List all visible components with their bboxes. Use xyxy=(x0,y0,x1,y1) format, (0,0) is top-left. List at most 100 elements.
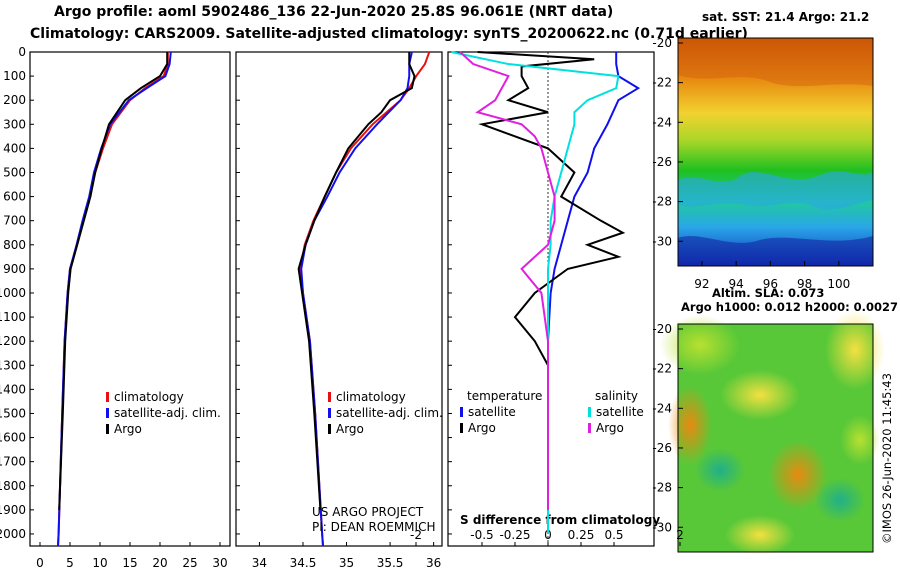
difference-x-tick-label: 0.5 xyxy=(604,528,623,542)
difference-x-tick-label: -0.5 xyxy=(470,528,493,542)
project-label: US ARGO PROJECT xyxy=(312,505,424,519)
salinity-legend-swatch xyxy=(328,392,331,402)
sst-map xyxy=(677,37,874,267)
difference-x-tick-label: 0 xyxy=(544,528,552,542)
sst-map-lon-label: 98 xyxy=(797,277,812,291)
difference-legend-swatch xyxy=(588,423,591,433)
temperature-x-tick-label: 20 xyxy=(152,556,167,570)
sst-map-lat-label: -28 xyxy=(652,195,672,209)
salinity-x-tick-label: 34 xyxy=(252,556,267,570)
difference-x-tick-label: 0.25 xyxy=(568,528,595,542)
y-tick-label: 700 xyxy=(3,214,26,228)
difference-legend-group-label: salinity xyxy=(595,389,638,403)
sst-map-lat-label: -24 xyxy=(652,115,672,129)
y-tick-label: 1500 xyxy=(0,406,26,420)
y-tick-label: 800 xyxy=(3,238,26,252)
sla-map-blob xyxy=(768,440,828,510)
y-tick-label: 600 xyxy=(3,190,26,204)
y-tick-label: 1100 xyxy=(0,310,26,324)
sla-map-frame xyxy=(677,323,874,553)
difference-legend-group-label: temperature xyxy=(467,389,542,403)
map-axes: -20 -22 -24 -26 -28 -30 -20 -22 -24 -26 -28 -30 92 94… xyxy=(652,36,850,534)
panel-frame-3 xyxy=(447,51,655,547)
sst-map-deep-band xyxy=(678,236,873,266)
sla-map xyxy=(660,310,885,555)
y-tick-label: 0 xyxy=(18,45,26,59)
sla-map-lat-label: -30 xyxy=(652,520,672,534)
difference-series-temperature-argo xyxy=(477,51,626,510)
sla-map-lat-label: -24 xyxy=(652,401,672,415)
sla-map-blob xyxy=(840,415,880,465)
sla-map-blob xyxy=(725,515,795,555)
temperature-x-tick-label: 5 xyxy=(66,556,74,570)
temperature-series-argo xyxy=(58,52,169,510)
sst-map-frame xyxy=(677,37,874,267)
pi-label: PI: DEAN ROEMMICH xyxy=(312,520,435,534)
y-tick-label: 1200 xyxy=(0,334,26,348)
sst-map-lon-label: 92 xyxy=(694,277,709,291)
y-tick-label: 1600 xyxy=(0,431,26,445)
sst-map-lon-label: 96 xyxy=(763,277,778,291)
salinity-x-tick-label: 34.5 xyxy=(290,556,317,570)
sla-map-lat-label: -22 xyxy=(652,362,672,376)
temperature-x-tick-label: 25 xyxy=(182,556,197,570)
sla-map-blob xyxy=(668,385,712,465)
sla-map-blob xyxy=(660,315,740,375)
temperature-x-tick-label: 15 xyxy=(122,556,137,570)
temperature-legend-swatch xyxy=(106,408,109,418)
y-tick-label: 1400 xyxy=(0,382,26,396)
temperature-legend-label: Argo xyxy=(114,422,142,436)
sst-map-field xyxy=(678,38,873,266)
temperature-legend-label: satellite-adj. clim. xyxy=(114,406,221,420)
salinity-series-climatology xyxy=(299,51,431,547)
temperature-x-tick-label: 10 xyxy=(92,556,107,570)
temperature-legend-swatch xyxy=(106,392,109,402)
difference-legend-label: Argo xyxy=(468,421,496,435)
sst-map-title: sat. SST: 21.4 Argo: 21.2 xyxy=(702,10,870,24)
y-tick-label: 1900 xyxy=(0,503,26,517)
salinity-legend-label: Argo xyxy=(336,422,364,436)
sla-map-lat-label: -20 xyxy=(652,322,672,336)
y-tick-label: 1000 xyxy=(0,286,26,300)
y-tick-label: 100 xyxy=(3,69,26,83)
difference-legend-label: satellite xyxy=(596,405,644,419)
sst-map-warm-band xyxy=(678,38,873,87)
y-tick-label: 300 xyxy=(3,117,26,131)
profile-panels: 0100200300400500600700800900100011001200… xyxy=(0,45,684,570)
sst-map-lon-label: 94 xyxy=(729,277,744,291)
temperature-legend-label: climatology xyxy=(114,390,184,404)
difference-x-tick-label: -2 xyxy=(410,528,422,542)
y-tick-label: 2000 xyxy=(0,527,26,541)
panel-frame-2 xyxy=(235,51,443,547)
sst-map-lat-label: -20 xyxy=(652,36,672,50)
chart-title-line2: Climatology: CARS2009. Satellite-adjuste… xyxy=(30,26,748,42)
salinity-x-tick-label: 35 xyxy=(339,556,354,570)
difference-legend-swatch xyxy=(460,407,463,417)
temperature-x-tick-label: 0 xyxy=(36,556,44,570)
salinity-legend-label: climatology xyxy=(336,390,406,404)
sla-map-blob xyxy=(825,310,885,390)
difference-x-axis-label: S difference from climatology xyxy=(460,513,660,527)
sst-map-lat-label: -26 xyxy=(652,155,672,169)
difference-series-salinity-satellite xyxy=(450,51,620,534)
difference-series-salinity-argo xyxy=(459,51,556,510)
salinity-x-tick-label: 35.5 xyxy=(377,556,404,570)
sst-map-lon-label: 100 xyxy=(827,277,850,291)
salinity-x-tick-label: 36 xyxy=(426,556,441,570)
temperature-legend-swatch xyxy=(106,424,109,434)
difference-legend-label: satellite xyxy=(468,405,516,419)
temperature-x-tick-label: 30 xyxy=(212,556,227,570)
y-tick-label: 200 xyxy=(3,93,26,107)
salinity-legend-swatch xyxy=(328,408,331,418)
y-tick-label: 500 xyxy=(3,165,26,179)
sla-map-blob xyxy=(720,370,800,420)
difference-legend-swatch xyxy=(588,407,591,417)
difference-legend-label: Argo xyxy=(596,421,624,435)
y-tick-label: 400 xyxy=(3,141,26,155)
sst-map-lat-label: -22 xyxy=(652,76,672,90)
chart-title-line1: Argo profile: aoml 5902486_136 22-Jun-20… xyxy=(54,4,614,20)
salinity-legend-swatch xyxy=(328,424,331,434)
sla-map-lat-label: -26 xyxy=(652,441,672,455)
y-tick-label: 1800 xyxy=(0,479,26,493)
temperature-series-satellite-adj--clim- xyxy=(57,51,172,547)
